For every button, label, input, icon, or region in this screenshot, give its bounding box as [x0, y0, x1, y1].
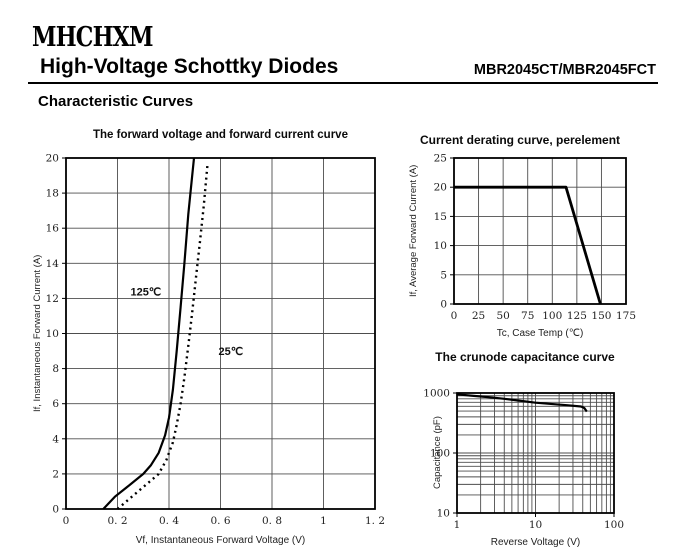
plot-area: 0 25 50 75 100 125 150 175 0 5 10 15 20 25 — [434, 153, 636, 323]
y-axis-label: If, Average Forward Current (A) — [408, 164, 419, 298]
y-axis-label: If, Instantaneous Forward Current (A) — [32, 254, 43, 413]
current-derating-chart: Current derating curve, perelement 0 25 50… — [400, 125, 640, 350]
x-tick-label: 0 — [63, 515, 70, 527]
forward-voltage-current-chart: The forward voltage and forward current … — [28, 125, 388, 556]
y-tick-label: 20 — [46, 153, 59, 165]
y-tick-label: 18 — [46, 188, 59, 200]
plot-area: 0 0. 2 0. 4 0. 6 0. 8 1 1. 2 0 2 4 6 8 10 12 14 16 18 20 1… — [46, 153, 385, 528]
series-25℃ — [116, 163, 209, 510]
y-tick-label: 10 — [46, 328, 59, 340]
series-125℃ — [102, 157, 196, 510]
y-tick-label: 10 — [434, 240, 447, 252]
y-axis-label: Capacitance (pF) — [432, 416, 443, 490]
x-tick-label: 0. 4 — [159, 515, 179, 527]
y-tick-label: 0 — [440, 299, 447, 311]
x-tick-label: 125 — [567, 310, 587, 322]
capacitance-chart: The crunode capacitance curve 1 10 100 10 10… — [400, 345, 640, 556]
y-tick-label: 100 — [430, 448, 450, 460]
x-tick-label: 1 — [454, 519, 461, 531]
y-tick-label: 6 — [52, 398, 59, 410]
x-axis-label: Vf, Instantaneous Forward Voltage (V) — [135, 535, 306, 546]
x-tick-label: 25 — [472, 310, 485, 322]
header-divider — [28, 82, 658, 84]
curve-label: 125℃ — [130, 286, 161, 298]
y-tick-label: 16 — [46, 223, 60, 235]
section-title: Characteristic Curves — [38, 93, 194, 110]
page-title: High-Voltage Schottky Diodes — [40, 55, 339, 78]
x-tick-label: 1 — [320, 515, 327, 527]
series-capacitance — [456, 393, 588, 413]
x-tick-label: 50 — [496, 310, 509, 322]
y-tick-label: 8 — [52, 363, 59, 375]
x-tick-label: 100 — [604, 519, 624, 531]
x-tick-label: 150 — [591, 310, 611, 322]
part-number: MBR2045CT/MBR2045FCT — [473, 62, 656, 78]
plot-area: 1 10 100 10 100 1000 — [423, 388, 624, 532]
x-tick-label: 0 — [451, 310, 458, 322]
x-tick-label: 10 — [529, 519, 542, 531]
y-tick-label: 1000 — [423, 388, 450, 400]
y-tick-label: 10 — [437, 508, 450, 520]
y-tick-label: 12 — [46, 293, 59, 305]
y-tick-label: 0 — [52, 504, 59, 516]
brand-logo: MHCHXM — [32, 22, 154, 53]
y-tick-label: 5 — [440, 269, 447, 281]
y-tick-label: 25 — [434, 153, 447, 165]
y-tick-label: 20 — [434, 182, 447, 194]
x-axis-label: Tc, Case Temp (℃) — [496, 328, 584, 339]
x-tick-label: 75 — [521, 310, 534, 322]
series-derating — [454, 185, 602, 305]
y-tick-label: 15 — [434, 211, 447, 223]
x-axis-label: Reverse Voltage (V) — [490, 537, 581, 548]
x-tick-label: 175 — [616, 310, 636, 322]
x-tick-label: 0. 2 — [107, 515, 127, 527]
chart-title: The forward voltage and forward current … — [93, 129, 348, 141]
chart-title: Current derating curve, perelement — [419, 133, 621, 147]
x-tick-label: 0. 6 — [210, 515, 230, 527]
x-tick-label: 1. 2 — [365, 515, 385, 527]
chart-title: The crunode capacitance curve — [435, 350, 615, 364]
y-tick-label: 14 — [46, 258, 60, 270]
curve-label: 25℃ — [219, 346, 244, 358]
x-tick-label: 100 — [542, 310, 562, 322]
x-tick-label: 0. 8 — [262, 515, 282, 527]
plot-frame — [453, 157, 627, 305]
y-tick-label: 4 — [52, 433, 59, 445]
y-tick-label: 2 — [52, 468, 59, 480]
